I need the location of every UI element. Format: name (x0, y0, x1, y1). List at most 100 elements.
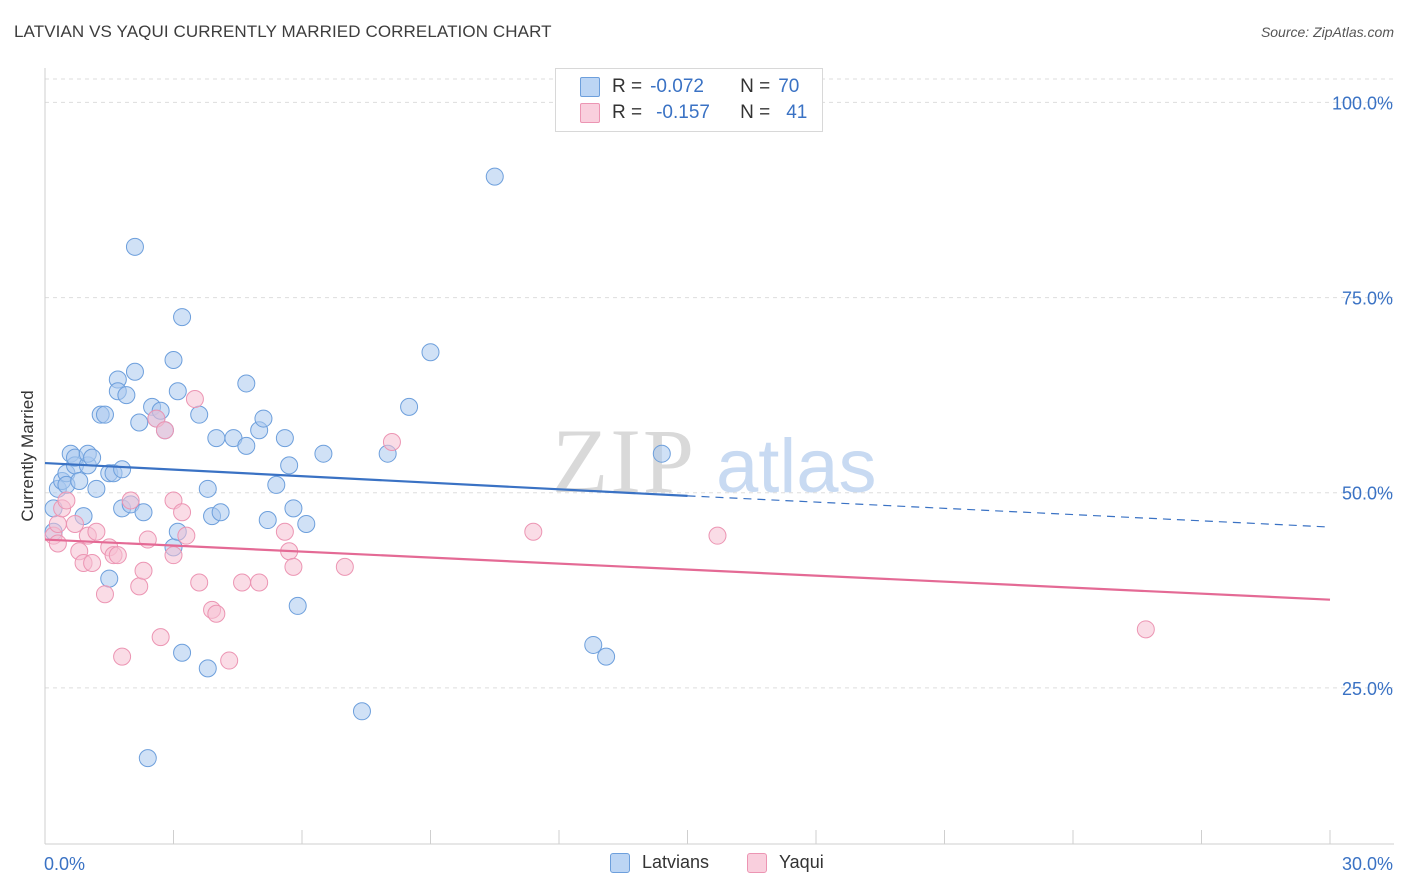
yaqui-point (275, 522, 294, 541)
legend-r-label: R = (612, 76, 643, 97)
latvians-point (237, 374, 256, 393)
stats-legend: R = -0.072 N = 70 R = -0.157 N = 41 (555, 68, 823, 132)
yaqui-point (151, 628, 170, 647)
latvians-point (134, 503, 153, 522)
latvians-point (83, 448, 102, 467)
yaqui-point (220, 651, 239, 670)
source-label: Source: ZipAtlas.com (1260, 24, 1394, 40)
latvians-point (95, 405, 114, 424)
latvians-point (198, 479, 217, 498)
latvians-point (100, 569, 119, 588)
yaqui-trend-line (44, 538, 1331, 601)
latvians-point (597, 647, 616, 666)
latvians-point (584, 635, 603, 654)
legend-n-label: N = (740, 76, 771, 97)
chart-title: LATVIAN VS YAQUI CURRENTLY MARRIED CORRE… (14, 22, 552, 41)
latvians-point (113, 460, 132, 479)
yaqui-point (134, 561, 153, 580)
yaqui-swatch (580, 103, 600, 123)
x-tick-label: 0.0% (44, 854, 85, 874)
yaqui-point (250, 573, 269, 592)
legend-r-value: -0.157 (656, 102, 710, 123)
legend-n-value: 70 (778, 76, 800, 97)
latvians-point (267, 475, 286, 494)
latvians-point (352, 702, 371, 721)
latvians-point (173, 643, 192, 662)
latvians-point (280, 456, 299, 475)
yaqui-point (173, 503, 192, 522)
latvians-point (254, 409, 273, 428)
latvians-point (288, 596, 307, 615)
yaqui-point (130, 577, 149, 596)
yaqui-point (48, 534, 67, 553)
latvians-point (258, 511, 277, 530)
latvians-point (485, 167, 504, 186)
latvians-point (173, 308, 192, 327)
latvians-point (190, 405, 209, 424)
legend-r-label: R = (612, 102, 643, 123)
y-axis-label: Currently Married (18, 390, 37, 521)
watermark-atlas: atlas (716, 424, 877, 509)
yaqui-point (113, 647, 132, 666)
latvians-point (297, 514, 316, 533)
yaqui-point (177, 526, 196, 545)
watermark-zip: ZIP (552, 410, 696, 512)
legend-row-latvians: R = -0.072 N = 70 (580, 75, 799, 99)
yaqui-point (48, 514, 67, 533)
y-tick-label: 25.0% (1342, 679, 1393, 699)
latvians-point (237, 436, 256, 455)
x-tick-label: 30.0% (1342, 854, 1393, 874)
legend-item-yaqui[interactable]: Yaqui (747, 852, 824, 873)
yaqui-point (382, 432, 401, 451)
y-tick-label: 100.0% (1332, 93, 1393, 113)
yaqui-point (95, 585, 114, 604)
latvians-point (198, 659, 217, 678)
yaqui-point (155, 421, 174, 440)
y-tick-label: 50.0% (1342, 484, 1393, 504)
yaqui-swatch (747, 852, 767, 873)
latvians-point (87, 479, 106, 498)
latvians-point (207, 429, 226, 448)
yaqui-point (190, 573, 209, 592)
latvians-point (211, 503, 230, 522)
y-tick-label: 75.0% (1342, 289, 1393, 309)
latvians-point (125, 237, 144, 256)
yaqui-point (233, 573, 252, 592)
latvians-point (421, 343, 440, 362)
points-layer (44, 167, 1155, 768)
legend-item-latvians[interactable]: Latvians (610, 852, 709, 873)
yaqui-point (1136, 620, 1155, 639)
latvians-trend-line (44, 461, 688, 497)
yaqui-point (284, 557, 303, 576)
legend-r-value: -0.072 (650, 76, 704, 97)
yaqui-point (121, 491, 140, 510)
latvians-point (117, 386, 136, 405)
latvians-point (125, 362, 144, 381)
latvians-point (314, 444, 333, 463)
yaqui-point (87, 522, 106, 541)
latvians-point (275, 429, 294, 448)
yaqui-point (164, 546, 183, 565)
yaqui-point (57, 491, 76, 510)
latvians-point (284, 499, 303, 518)
latvians-swatch (580, 77, 600, 97)
yaqui-point (185, 390, 204, 409)
yaqui-point (65, 514, 84, 533)
yaqui-point (708, 526, 727, 545)
latvians-point (168, 382, 187, 401)
latvians-point (70, 472, 89, 491)
latvians-point (652, 444, 671, 463)
yaqui-point (108, 546, 127, 565)
legend-n-value: 41 (786, 102, 808, 123)
legend-label-latvians: Latvians (642, 852, 710, 872)
legend-n-label: N = (740, 102, 771, 123)
latvians-swatch (610, 852, 630, 873)
yaqui-point (335, 557, 354, 576)
latvians-point (164, 351, 183, 370)
latvians-point (400, 397, 419, 416)
legend-label-yaqui: Yaqui (779, 852, 824, 872)
latvians-point (130, 413, 149, 432)
yaqui-point (524, 522, 543, 541)
latvians-trend-extension (687, 495, 1331, 528)
